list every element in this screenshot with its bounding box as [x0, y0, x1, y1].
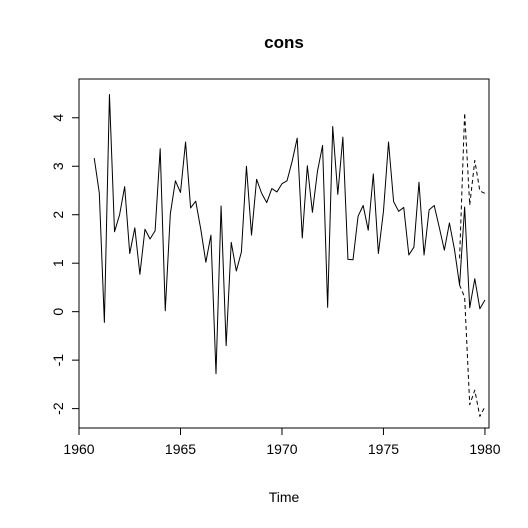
x-tick-label: 1980	[469, 441, 500, 457]
x-tick-label: 1975	[368, 441, 399, 457]
solid-series-line-0	[93, 94, 486, 375]
series-layer	[93, 94, 486, 417]
axes-layer: 1960 1965 1970 1975 1980 -2 -1 0 1 2 3 4	[50, 114, 501, 457]
y-tick-label: 3	[50, 162, 66, 170]
plot-frame	[78, 78, 490, 429]
y-tick-label: 1	[50, 259, 66, 267]
y-tick-label: 0	[50, 308, 66, 316]
x-axis-label: Time	[269, 489, 300, 505]
dashed-series-line-1	[459, 112, 486, 259]
x-tick-label: 1960	[63, 441, 94, 457]
y-tick-label: -1	[50, 354, 66, 367]
x-tick-label: 1970	[266, 441, 297, 457]
dashed-series-line-2	[459, 284, 486, 417]
y-tick-label: -2	[50, 402, 66, 415]
chart-title: cons	[264, 33, 304, 52]
y-tick-label: 4	[50, 114, 66, 122]
y-tick-label: 2	[50, 211, 66, 219]
x-tick-label: 1965	[165, 441, 196, 457]
